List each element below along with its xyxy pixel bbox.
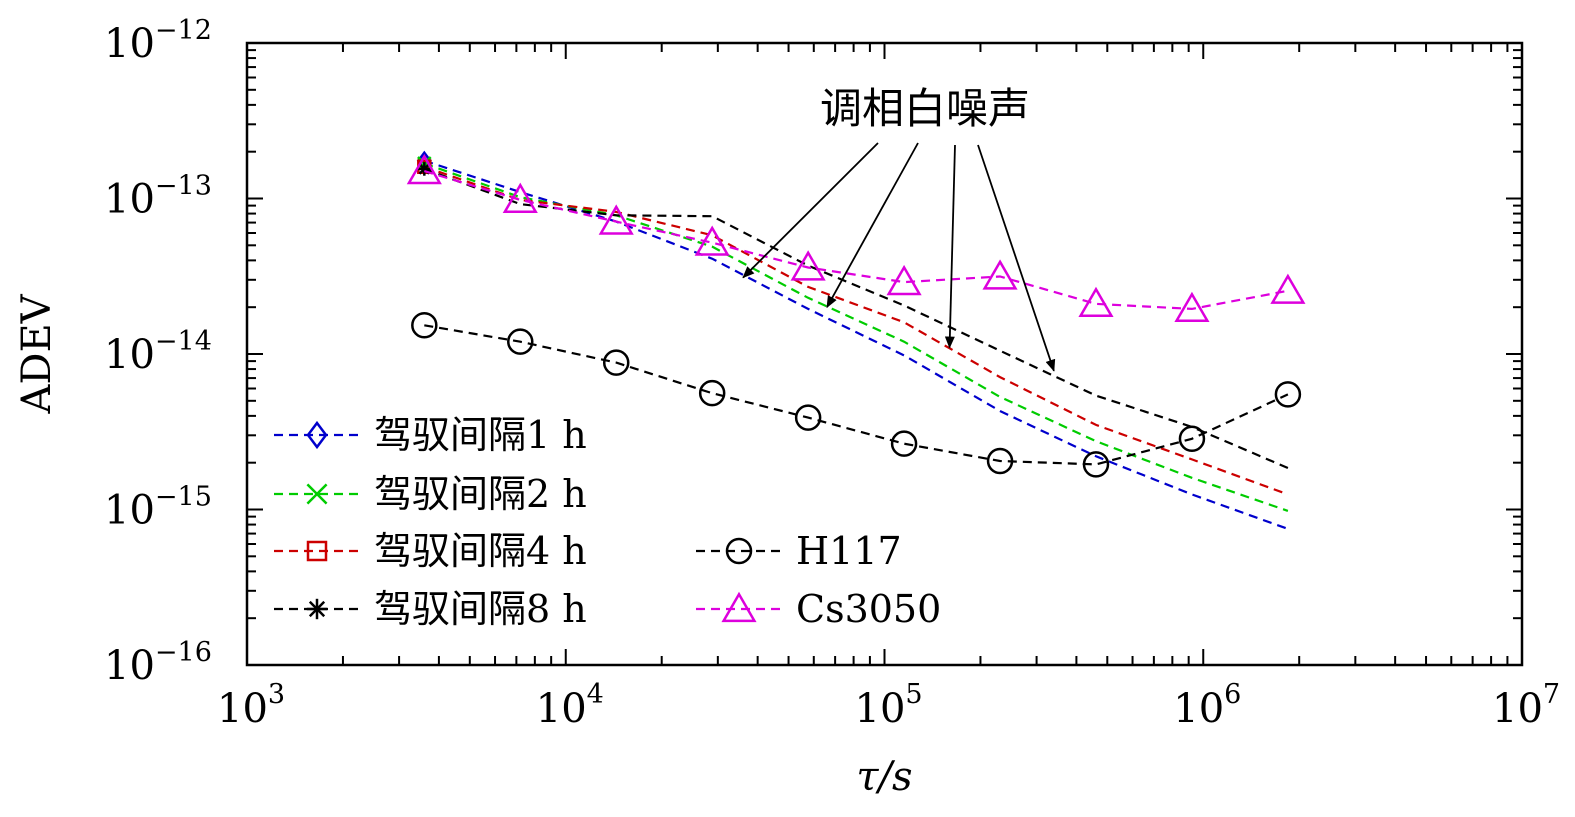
y-tick-label: 10−13 xyxy=(104,171,212,223)
series-layer xyxy=(406,150,1306,530)
marker-triangle xyxy=(790,250,826,281)
marker-star xyxy=(306,598,328,620)
marker-triangle xyxy=(886,264,922,296)
marker-circle xyxy=(794,404,822,431)
marker-triangle xyxy=(598,204,634,235)
y-tick-label: 10−15 xyxy=(104,482,212,534)
axes: 103 104 105 106 107 10−12 10−13 10−14 10−15 10−16… xyxy=(14,15,1560,800)
legend-label: H117 xyxy=(796,529,902,573)
annotation-text: 调相白噪声 xyxy=(820,84,1030,133)
legend-label: 驾驭间隔2 h xyxy=(374,472,587,516)
x-tick-label: 106 xyxy=(1173,679,1241,732)
y-tick-label: 10−16 xyxy=(104,637,212,689)
marker-triangle xyxy=(406,153,442,185)
annotation: 调相白噪声 xyxy=(742,84,1056,372)
marker-circle xyxy=(986,447,1014,475)
legend-item: 驾驭间隔8 h xyxy=(274,587,587,631)
y-tick-label: 10−14 xyxy=(104,326,212,378)
marker-circle xyxy=(725,537,753,565)
series-line xyxy=(423,167,1289,470)
annotation-arrow xyxy=(742,142,879,279)
marker-stroke xyxy=(418,163,431,175)
marker-square xyxy=(306,540,328,562)
series-H117 xyxy=(411,312,1302,478)
x-tick-label: 105 xyxy=(855,679,923,732)
series-驾驭间隔2 h xyxy=(417,156,1289,512)
legend-label: Cs3050 xyxy=(796,587,941,631)
legend-item: H117 xyxy=(696,529,902,573)
marker-circle xyxy=(411,312,438,339)
series-line xyxy=(423,162,1289,512)
marker-diamond xyxy=(306,420,328,450)
x-tick-label: 103 xyxy=(217,679,285,732)
legend-item: 驾驭间隔1 h xyxy=(274,413,587,457)
marker-triangle xyxy=(1078,286,1114,318)
legend-item: Cs3050 xyxy=(696,587,941,631)
legend-item: 驾驭间隔4 h xyxy=(274,529,587,573)
marker-circle xyxy=(602,349,630,376)
legend-item: 驾驭间隔2 h xyxy=(274,472,587,516)
annotation-arrow xyxy=(977,144,1056,372)
y-tick-label: 10−12 xyxy=(104,15,212,67)
marker-triangle xyxy=(982,259,1018,290)
y-axis-label: ADEV xyxy=(14,293,60,414)
marker-triangle xyxy=(1270,273,1306,304)
marker-circle xyxy=(698,379,726,407)
marker-circle xyxy=(507,328,534,355)
legend-label: 驾驭间隔1 h xyxy=(374,413,587,457)
series-line xyxy=(423,165,1289,496)
annotation-arrow xyxy=(826,142,919,309)
marker-triangle xyxy=(694,225,730,256)
legend-label: 驾驭间隔4 h xyxy=(374,529,587,573)
x-tick-label: 107 xyxy=(1492,679,1560,732)
marker-stroke xyxy=(306,483,328,505)
series-line xyxy=(423,170,1289,311)
legend-label: 驾驭间隔8 h xyxy=(374,587,587,631)
marker-triangle xyxy=(1174,291,1210,323)
marker-circle xyxy=(1082,451,1110,478)
legend: 驾驭间隔1 h 驾驭间隔2 h 驾驭间隔4 h 驾驭间隔8 h H117 Cs3050 xyxy=(274,413,941,631)
marker-circle xyxy=(1178,425,1206,453)
x-axis-label: τ/s xyxy=(856,754,912,800)
x-tick-label: 104 xyxy=(536,679,604,732)
series-line xyxy=(424,324,1289,466)
marker-triangle xyxy=(721,591,757,623)
marker-stroke xyxy=(308,600,326,618)
annotation-arrow xyxy=(944,144,956,349)
marker-x xyxy=(306,483,328,505)
marker-circle xyxy=(890,430,918,457)
marker-triangle xyxy=(502,182,538,214)
series-Cs3050 xyxy=(406,153,1306,323)
marker-circle xyxy=(1274,381,1302,408)
